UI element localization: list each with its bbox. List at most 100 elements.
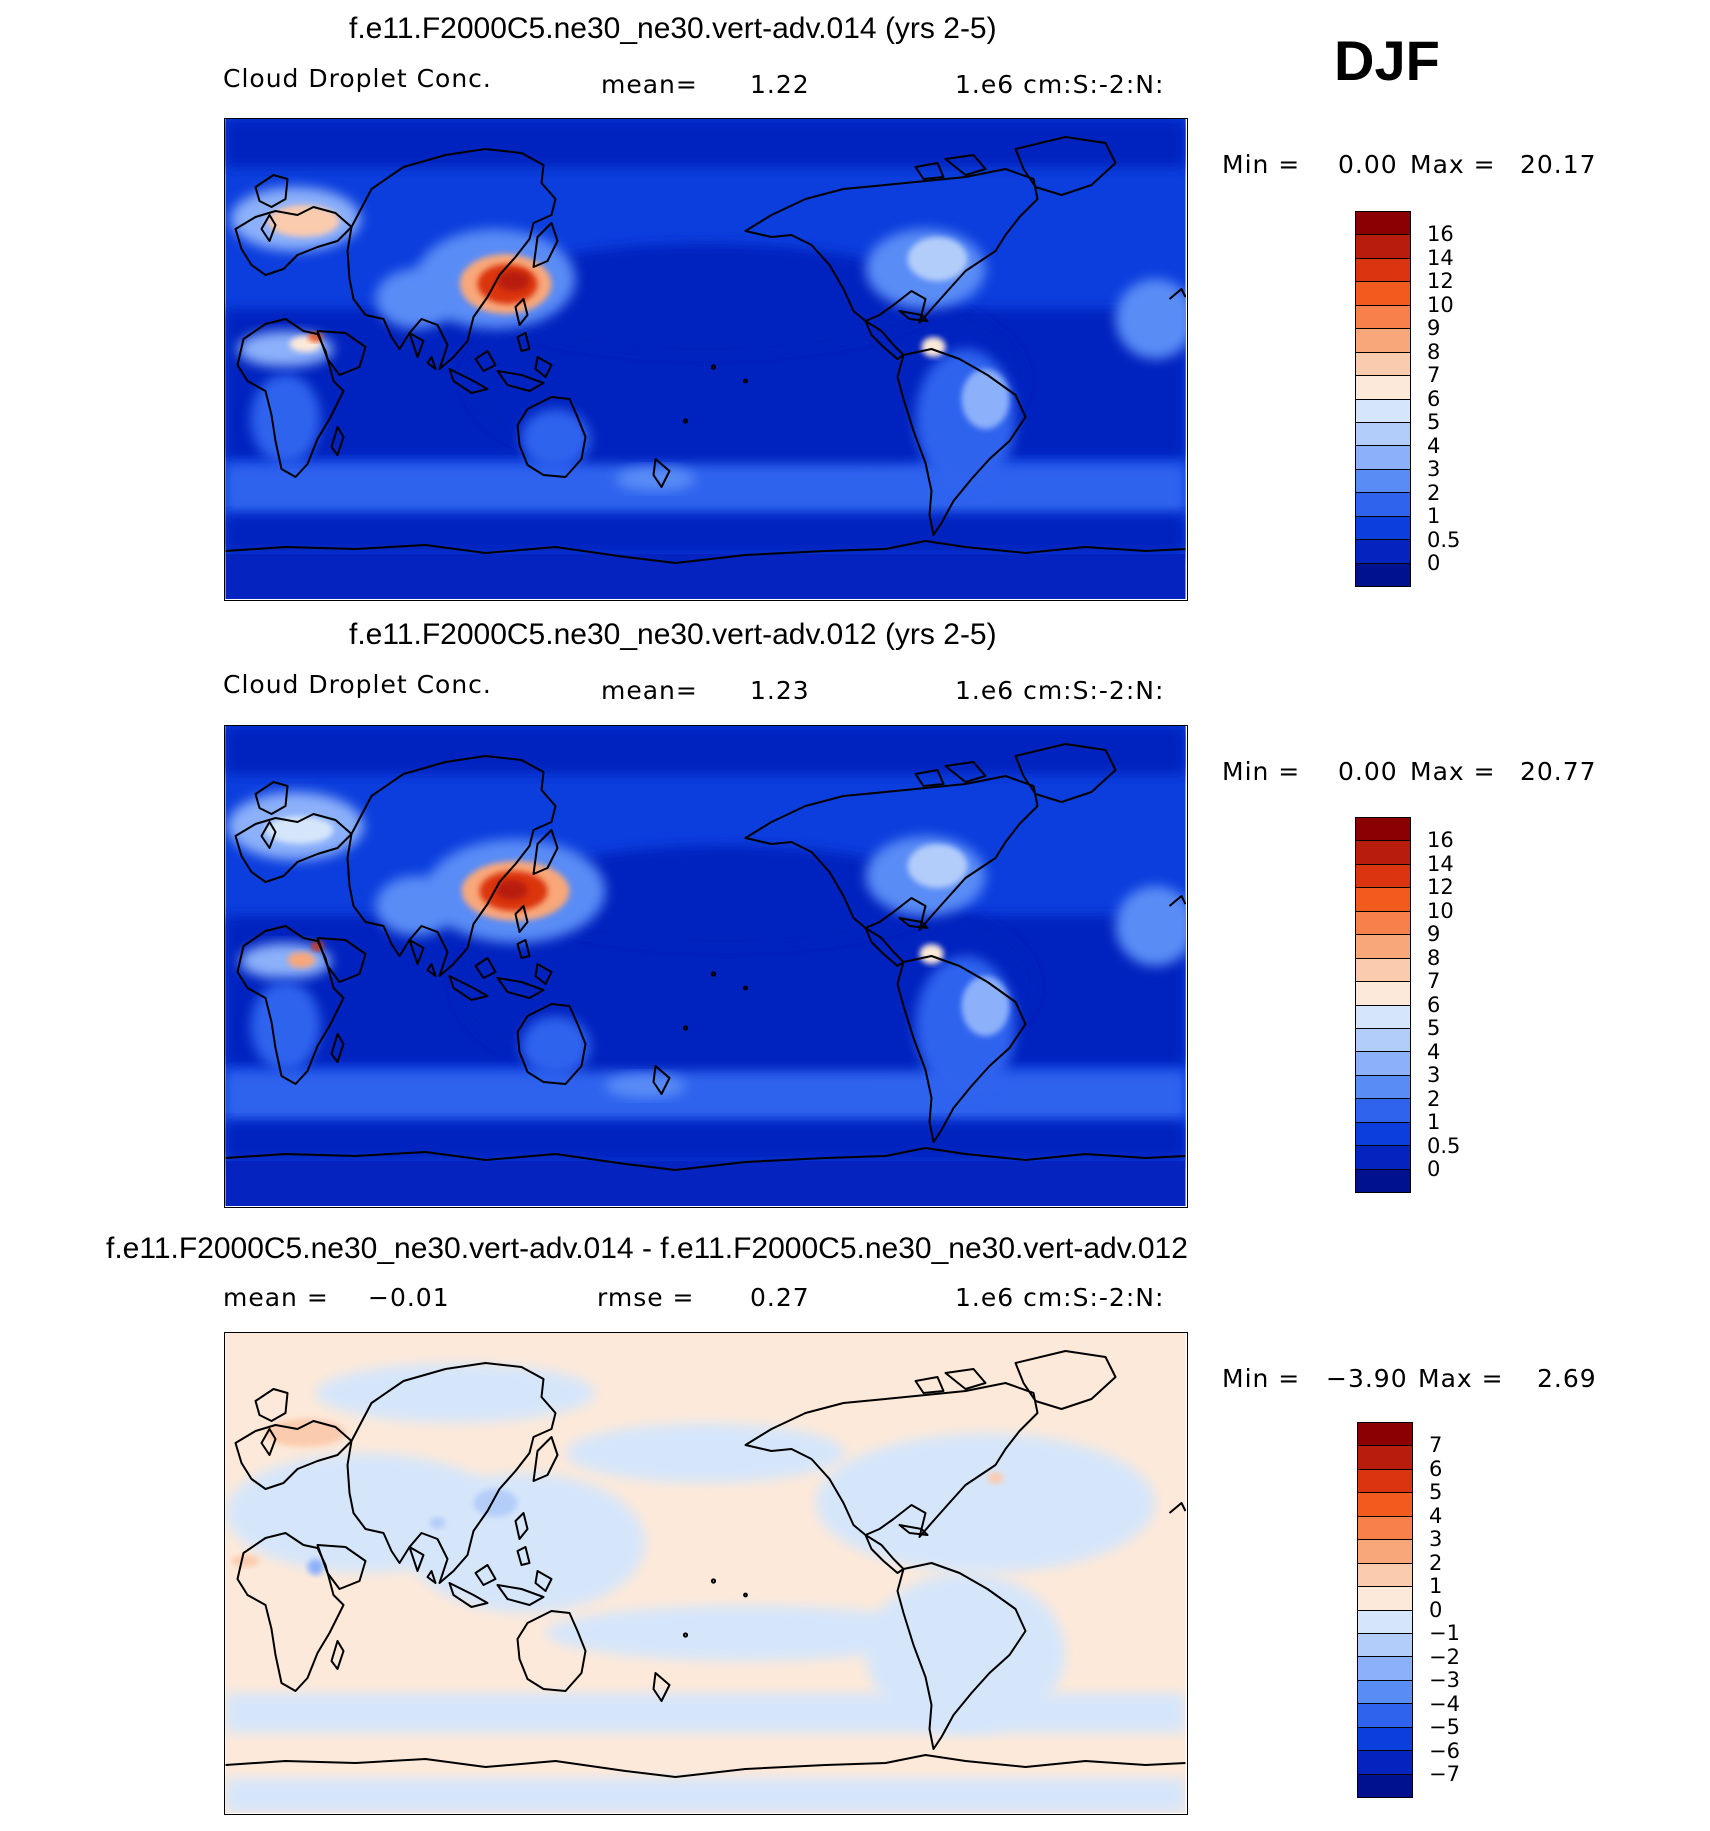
colorbar-tick-label: 6 bbox=[1427, 992, 1441, 1017]
panel-3-colorbar: 7 6 5 4 3 2 1 0 −1 −2 −3 −4 −5 −6 −7 bbox=[1357, 1422, 1460, 1798]
panel-3-min-value: −3.90 bbox=[1326, 1364, 1408, 1393]
colorbar-swatch bbox=[1356, 352, 1410, 377]
colorbar-swatch bbox=[1356, 446, 1410, 470]
colorbar-swatch bbox=[1358, 1446, 1412, 1470]
panel-3-map-canvas bbox=[225, 1333, 1186, 1813]
colorbar-swatch bbox=[1356, 911, 1410, 936]
panel-2-min-value: 0.00 bbox=[1338, 757, 1398, 786]
colorbar-swatch bbox=[1356, 958, 1410, 983]
season-label: DJF bbox=[1334, 29, 1440, 92]
colorbar-tick-label: 7 bbox=[1427, 969, 1441, 993]
panel-2-map-canvas bbox=[225, 726, 1186, 1206]
panel-1-mean-value: 1.22 bbox=[750, 70, 810, 99]
colorbar-swatch bbox=[1356, 493, 1410, 517]
colorbar-tick-label: 1 bbox=[1429, 1574, 1443, 1598]
colorbar-tick-label: −2 bbox=[1429, 1644, 1460, 1669]
colorbar-swatch bbox=[1356, 469, 1410, 494]
colorbar-swatch bbox=[1356, 864, 1410, 889]
panel-3-mean-value: −0.01 bbox=[368, 1283, 450, 1312]
colorbar-swatch bbox=[1356, 888, 1410, 912]
panel-1-max-value: 20.17 bbox=[1520, 150, 1597, 179]
colorbar-tick-label: 1 bbox=[1427, 504, 1441, 528]
colorbar-tick-label: −5 bbox=[1429, 1715, 1460, 1739]
colorbar-tick-label: 9 bbox=[1427, 316, 1441, 340]
colorbar-tick-label: 3 bbox=[1427, 1063, 1441, 1087]
colorbar-tick-label: 0 bbox=[1427, 551, 1441, 575]
colorbar-tick-label: 9 bbox=[1427, 922, 1441, 946]
colorbar-swatch bbox=[1358, 1751, 1412, 1775]
panel-1-variable-label: Cloud Droplet Conc. bbox=[223, 64, 492, 93]
panel-3-max-label: Max = bbox=[1418, 1364, 1504, 1393]
colorbar-tick-label: 10 bbox=[1427, 898, 1454, 923]
colorbar-swatch bbox=[1356, 1099, 1410, 1123]
colorbar-tick-label: 8 bbox=[1427, 339, 1441, 364]
panel-1-colorbar: 16 14 12 10 9 8 7 6 5 4 3 2 1 0.5 0 bbox=[1355, 211, 1460, 587]
colorbar-swatch bbox=[1358, 1774, 1412, 1797]
colorbar-tick-label: −7 bbox=[1429, 1762, 1460, 1786]
colorbar-swatch bbox=[1356, 1146, 1410, 1170]
colorbar-tick-label: −3 bbox=[1429, 1668, 1460, 1692]
colorbar-swatch bbox=[1356, 1169, 1410, 1192]
panel-2-title: f.e11.F2000C5.ne30_ne30.vert-adv.012 (yr… bbox=[349, 618, 997, 651]
colorbar-swatch bbox=[1356, 1005, 1410, 1029]
colorbar-tick-label: −6 bbox=[1429, 1738, 1460, 1763]
panel-2-min-label: Min = bbox=[1222, 757, 1301, 786]
panel-3-units: 1.e6 cm:S:-2:N: bbox=[955, 1283, 1165, 1312]
colorbar-tick-label: 3 bbox=[1429, 1527, 1443, 1551]
colorbar-swatch bbox=[1356, 1075, 1410, 1100]
colorbar-swatch bbox=[1356, 935, 1410, 959]
colorbar-swatch bbox=[1358, 1493, 1412, 1517]
panel-2-map bbox=[224, 725, 1188, 1208]
panel-2-max-value: 20.77 bbox=[1520, 757, 1597, 786]
colorbar-tick-label: −1 bbox=[1429, 1621, 1460, 1645]
colorbar-swatch bbox=[1356, 1122, 1410, 1147]
panel-2-colorbar: 16 14 12 10 9 8 7 6 5 4 3 2 1 0.5 0 bbox=[1355, 817, 1460, 1193]
panel-1-min-value: 0.00 bbox=[1338, 150, 1398, 179]
colorbar-swatch bbox=[1358, 1610, 1412, 1634]
colorbar-swatch bbox=[1358, 1563, 1412, 1588]
colorbar-swatch bbox=[1358, 1633, 1412, 1658]
colorbar-swatch bbox=[1356, 235, 1410, 259]
colorbar-tick-label: 14 bbox=[1427, 245, 1454, 270]
colorbar-swatch bbox=[1356, 305, 1410, 330]
panel-1-mean-label: mean= bbox=[601, 70, 698, 99]
panel-2-max-label: Max = bbox=[1410, 757, 1496, 786]
colorbar-tick-label: 7 bbox=[1427, 363, 1441, 387]
colorbar-tick-label: 4 bbox=[1427, 1039, 1441, 1064]
panel-3-max-value: 2.69 bbox=[1537, 1364, 1597, 1393]
colorbar-swatch bbox=[1356, 982, 1410, 1006]
colorbar-swatch bbox=[1356, 1028, 1410, 1053]
colorbar-tick-label: 12 bbox=[1427, 269, 1454, 293]
colorbar-swatch bbox=[1356, 212, 1410, 236]
panel-3-rmse-label: rmse = bbox=[597, 1283, 695, 1312]
colorbar-tick-label: 4 bbox=[1427, 433, 1441, 458]
colorbar-swatch bbox=[1356, 818, 1410, 842]
colorbar-tick-label: 1 bbox=[1427, 1110, 1441, 1134]
colorbar-tick-label: 5 bbox=[1427, 1016, 1441, 1040]
colorbar-swatch bbox=[1356, 1052, 1410, 1076]
colorbar-tick-label: 0 bbox=[1429, 1597, 1443, 1622]
panel-2-units: 1.e6 cm:S:-2:N: bbox=[955, 676, 1165, 705]
colorbar-tick-label: −4 bbox=[1429, 1691, 1460, 1716]
colorbar-swatch bbox=[1358, 1423, 1412, 1447]
colorbar-swatch bbox=[1358, 1704, 1412, 1728]
colorbar-tick-label: 0.5 bbox=[1427, 1133, 1461, 1158]
panel-1-map-canvas bbox=[225, 119, 1186, 599]
colorbar-swatch bbox=[1358, 1587, 1412, 1611]
colorbar-swatch bbox=[1358, 1540, 1412, 1564]
colorbar-swatch bbox=[1358, 1516, 1412, 1541]
panel-3-min-label: Min = bbox=[1222, 1364, 1301, 1393]
panel-2-mean-value: 1.23 bbox=[750, 676, 810, 705]
colorbar-tick-label: 4 bbox=[1429, 1503, 1443, 1528]
colorbar-swatch bbox=[1358, 1680, 1412, 1705]
colorbar-swatch bbox=[1358, 1727, 1412, 1752]
colorbar-tick-label: 12 bbox=[1427, 875, 1454, 899]
colorbar-tick-label: 3 bbox=[1427, 457, 1441, 481]
colorbar-boxes bbox=[1357, 1422, 1413, 1798]
colorbar-swatch bbox=[1356, 258, 1410, 283]
colorbar-swatch bbox=[1358, 1657, 1412, 1681]
panel-1-title: f.e11.F2000C5.ne30_ne30.vert-adv.014 (yr… bbox=[349, 12, 997, 45]
colorbar-tick-label: 8 bbox=[1427, 945, 1441, 970]
colorbar-tick-label: 6 bbox=[1429, 1456, 1443, 1481]
panel-1-units: 1.e6 cm:S:-2:N: bbox=[955, 70, 1165, 99]
